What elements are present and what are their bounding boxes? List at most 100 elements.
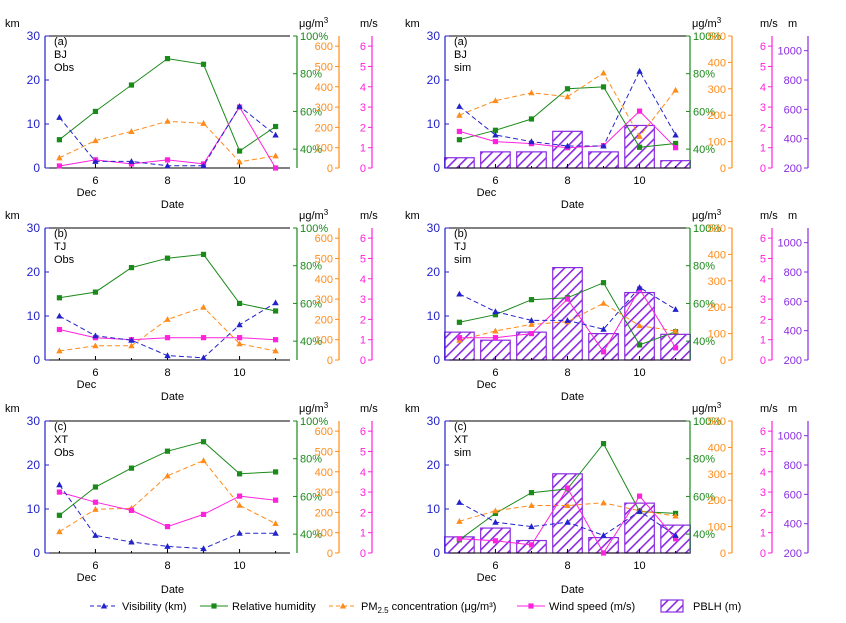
- pm-unit-label: μg/m3: [299, 208, 329, 222]
- wind-tick-label: 2: [760, 122, 766, 134]
- pm-tick-label: 400: [708, 57, 726, 69]
- x-tick-label: 8: [564, 367, 570, 379]
- wind-tick-label: 3: [360, 487, 366, 499]
- rh-point-0: [56, 512, 63, 518]
- rh-tick-label: 60%: [300, 106, 322, 118]
- rh-tick-label: 80%: [693, 261, 715, 273]
- x-tick-label: 10: [233, 560, 245, 572]
- wind-tick-label: 0: [760, 163, 766, 175]
- visibility-tick-label: 0: [33, 546, 40, 560]
- x-tick-label: 6: [92, 367, 98, 379]
- visibility-point-4: [200, 162, 207, 169]
- rh-point-3: [564, 86, 571, 92]
- wind-unit-label: m/s: [760, 403, 778, 415]
- visibility-point-2: [128, 158, 135, 164]
- wind-tick-label: 5: [360, 253, 366, 265]
- wind-point-1: [492, 139, 499, 145]
- panel-label: (b): [454, 228, 467, 240]
- rh-tick-label: 80%: [693, 454, 715, 466]
- visibility-tick-label: 30: [427, 29, 441, 43]
- rh-point-1: [492, 510, 499, 516]
- panel-site: TJ: [54, 241, 66, 253]
- visibility-unit-label: km: [405, 18, 420, 30]
- visibility-line: [59, 302, 276, 359]
- pm-point-2: [528, 321, 535, 327]
- pm-tick-label: 300: [315, 487, 333, 499]
- visibility-point-4: [600, 142, 607, 149]
- pm-tick-label: 500: [315, 446, 333, 458]
- pm-tick-label: 400: [708, 249, 726, 261]
- visibility-point-2: [128, 336, 135, 343]
- legend-visibility-marker: [100, 602, 108, 609]
- rh-point-5: [636, 144, 643, 150]
- visibility-line: [58, 484, 276, 550]
- pm-point-6: [672, 327, 679, 334]
- visibility-tick-label: 20: [427, 458, 441, 472]
- wind-tick-label: 2: [360, 314, 366, 326]
- wind-point-5: [236, 493, 243, 499]
- pm-point-3: [564, 502, 571, 508]
- pblh-tick-label: 800: [784, 75, 802, 87]
- pm-point-4: [200, 457, 207, 464]
- visibility-point-5: [636, 507, 643, 514]
- panel-1: 6 8 10DecDate0102030km40%60%80%100%0100200…: [405, 16, 809, 211]
- pm-tick-label: 500: [708, 223, 726, 235]
- pm-point-3: [564, 93, 571, 100]
- x-tick-label: 6: [492, 367, 498, 379]
- visibility-point-1: [492, 131, 499, 138]
- wind-unit-label: m/s: [760, 210, 778, 222]
- legend-wind-label: Wind speed (m/s): [549, 601, 635, 613]
- pblh-unit-label: m: [788, 403, 797, 415]
- wind-point-3: [164, 524, 171, 530]
- wind-tick-label: 1: [760, 335, 766, 347]
- rh-point-3: [164, 56, 171, 62]
- pm-point-5: [236, 158, 243, 165]
- panel-2: 6 8 10DecDate0102030km40%60%80%100%0100200…: [5, 208, 378, 403]
- legend-rh-marker: [211, 603, 217, 609]
- wind-tick-label: 3: [760, 102, 766, 114]
- x-tick-label: 8: [164, 560, 170, 572]
- panel-site: XT: [454, 434, 468, 446]
- wind-tick-label: 1: [360, 335, 366, 347]
- pm-tick-label: 0: [327, 163, 333, 175]
- wind-point-4: [200, 335, 207, 341]
- visibility-tick-label: 10: [27, 502, 41, 516]
- pm-tick-label: 100: [315, 528, 333, 540]
- visibility-point-6: [272, 131, 279, 138]
- rh-point-4: [200, 61, 207, 67]
- wind-point-2: [528, 542, 535, 548]
- rh-point-4: [200, 251, 207, 257]
- pm-tick-label: 600: [315, 426, 333, 438]
- wind-tick-label: 5: [760, 253, 766, 265]
- x-month-label: Dec: [77, 187, 97, 199]
- wind-point-6: [272, 497, 279, 503]
- wind-tick-label: 6: [360, 426, 366, 438]
- visibility-point-6: [272, 299, 279, 306]
- wind-point-2: [128, 161, 135, 167]
- wind-point-0: [456, 335, 463, 341]
- x-axis-label: Date: [561, 391, 584, 403]
- pm-unit-label: μg/m3: [299, 16, 329, 30]
- rh-tick-label: 60%: [300, 298, 322, 310]
- visibility-tick-label: 20: [27, 73, 41, 87]
- pm-tick-label: 0: [327, 355, 333, 367]
- visibility-tick-label: 10: [27, 117, 41, 131]
- pm-point-4: [200, 303, 207, 310]
- pm-point-6: [672, 512, 679, 519]
- wind-tick-label: 2: [760, 507, 766, 519]
- visibility-point-4: [200, 545, 207, 552]
- pblh-tick-label: 600: [784, 104, 802, 116]
- pm-point-6: [672, 86, 679, 93]
- wind-point-5: [236, 335, 243, 341]
- pblh-unit-label: m: [788, 210, 797, 222]
- pblh-tick-label: 400: [784, 134, 802, 146]
- pm-point-5: [236, 340, 243, 347]
- wind-tick-label: 4: [760, 274, 766, 286]
- visibility-point-2: [128, 538, 135, 545]
- pm-point-6: [272, 152, 279, 159]
- visibility-point-3: [564, 142, 571, 149]
- wind-point-6: [672, 345, 679, 351]
- wind-point-4: [600, 349, 607, 355]
- pm-tick-label: 400: [315, 82, 333, 94]
- x-month-label: Dec: [477, 379, 497, 391]
